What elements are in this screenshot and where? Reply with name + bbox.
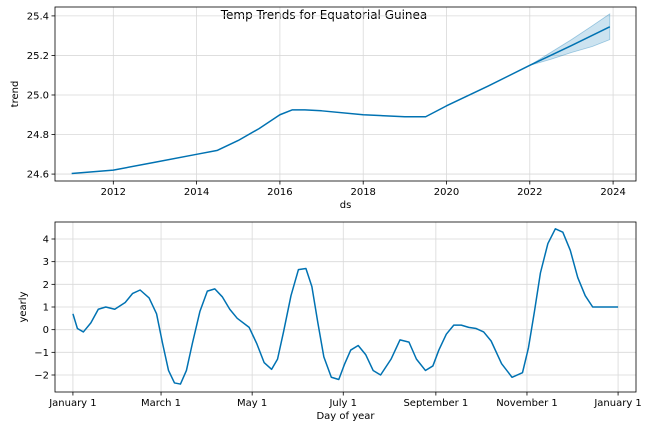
trend-y-tick-label: 25.2 xyxy=(27,51,49,62)
yearly-x-tick-label: September 1 xyxy=(403,398,468,409)
yearly-y-tick-label: 2 xyxy=(43,280,49,291)
trend-grid xyxy=(55,7,636,181)
trend-series-line xyxy=(71,26,611,175)
figure-title: Temp Trends for Equatorial Guinea xyxy=(220,8,428,22)
trend-plot-frame xyxy=(54,6,637,182)
trend-y-tick-label: 24.8 xyxy=(27,130,49,141)
yearly-y-axis-label: yearly xyxy=(18,291,29,322)
trend-y-tick-label: 25.0 xyxy=(27,90,49,101)
trend-panel: 2012 2014 2016 2018 2020 2022 2024 24.6 24.8 25.0… xyxy=(10,6,637,211)
trend-line-layer xyxy=(71,26,611,175)
yearly-y-tick-label: −2 xyxy=(34,371,49,382)
trend-y-tick-label: 25.4 xyxy=(27,11,49,22)
trend-x-tick-label: 2016 xyxy=(267,187,292,198)
trend-x-tick-label: 2014 xyxy=(184,187,209,198)
yearly-y-tick-label: 1 xyxy=(43,303,49,314)
trend-x-tick-label: 2018 xyxy=(350,187,375,198)
yearly-x-tick-label: July 1 xyxy=(328,398,357,409)
trend-uncertainty-band xyxy=(529,13,611,66)
trend-y-axis-label: trend xyxy=(10,81,21,108)
trend-uncertainty-band-layer xyxy=(529,13,611,66)
yearly-grid xyxy=(55,222,636,392)
yearly-series-line xyxy=(72,228,619,385)
trend-x-axis-label: ds xyxy=(340,200,352,211)
trend-y-tick-label: 24.6 xyxy=(27,170,49,181)
yearly-y-tick-label: 3 xyxy=(43,257,49,268)
trend-ticks: 2012 2014 2016 2018 2020 2022 2024 24.6 24.8 25.0… xyxy=(27,11,626,198)
yearly-x-axis-label: Day of year xyxy=(316,411,375,422)
yearly-y-tick-label: 0 xyxy=(43,325,49,336)
trend-x-tick-label: 2012 xyxy=(101,187,126,198)
trend-x-tick-label: 2022 xyxy=(517,187,542,198)
yearly-x-tick-label: May 1 xyxy=(237,398,267,409)
yearly-panel: January 1 March 1 May 1 July 1 September 1 No… xyxy=(18,221,642,422)
yearly-y-tick-label: −1 xyxy=(34,348,49,359)
yearly-ticks: January 1 March 1 May 1 July 1 September 1 No… xyxy=(34,235,642,410)
trend-x-tick-label: 2020 xyxy=(434,187,459,198)
yearly-x-tick-label: November 1 xyxy=(496,398,558,409)
yearly-y-tick-label: 4 xyxy=(43,235,49,246)
yearly-line-layer xyxy=(72,228,619,385)
yearly-x-tick-label: March 1 xyxy=(141,398,181,409)
yearly-x-tick-label: January 1 xyxy=(593,398,641,409)
trend-x-tick-label: 2024 xyxy=(600,187,625,198)
yearly-x-tick-label: January 1 xyxy=(48,398,96,409)
